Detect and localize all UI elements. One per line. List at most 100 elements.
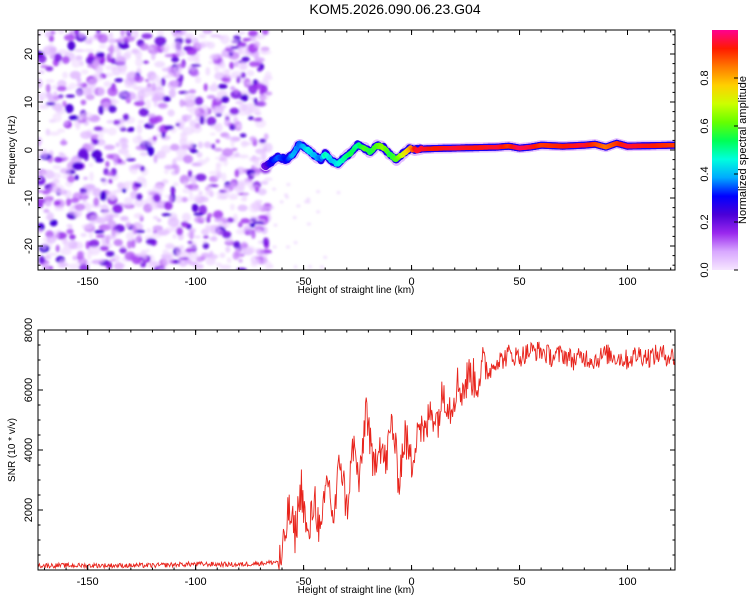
noise-blob xyxy=(52,164,62,170)
noise-blob xyxy=(186,102,194,112)
noise-blob xyxy=(69,234,76,240)
spectrogram-frame xyxy=(37,29,676,271)
noise-blob xyxy=(264,71,272,79)
noise-blob xyxy=(261,30,269,36)
noise-blob xyxy=(249,222,256,228)
noise-blob xyxy=(107,220,117,229)
noise-blob xyxy=(180,30,187,36)
noise-blob xyxy=(170,143,180,151)
colorbar-tick-label: 0.4 xyxy=(699,166,711,181)
noise-blob xyxy=(50,172,62,179)
noise-blob xyxy=(241,56,250,62)
noise-blob xyxy=(152,135,157,141)
noise-blob xyxy=(74,174,79,181)
noise-blob xyxy=(164,164,175,170)
noise-blob xyxy=(182,181,189,185)
noise-blob xyxy=(198,33,207,39)
noise-blob xyxy=(188,94,195,99)
noise-blob xyxy=(180,221,189,228)
noise-blob xyxy=(172,234,177,239)
noise-speck xyxy=(272,245,277,249)
noise-blob xyxy=(214,122,223,133)
noise-speck xyxy=(286,182,291,187)
snr-xtick-label: 100 xyxy=(618,576,636,588)
spectrogram-ylabel: Frequency (Hz) xyxy=(7,116,18,185)
noise-blob xyxy=(120,143,129,149)
noise-blob xyxy=(193,212,204,216)
noise-blob xyxy=(221,172,227,182)
noise-blob xyxy=(193,263,204,269)
noise-blob xyxy=(157,30,164,37)
noise-blob xyxy=(220,34,230,45)
noise-blob xyxy=(38,189,45,193)
noise-speck xyxy=(279,200,284,204)
spectrogram-ytick-label: 10 xyxy=(23,96,35,108)
noise-blob xyxy=(154,115,163,123)
noise-blob xyxy=(105,234,117,240)
noise-blob xyxy=(38,228,44,233)
noise-blob xyxy=(188,89,197,94)
noise-blob xyxy=(206,216,211,224)
noise-blob xyxy=(204,30,210,33)
noise-blob xyxy=(145,238,156,245)
noise-blob xyxy=(88,239,100,248)
noise-blob xyxy=(187,140,195,148)
snr-xtick-label: -100 xyxy=(185,576,207,588)
noise-blob xyxy=(81,223,93,230)
noise-blob xyxy=(232,213,238,224)
noise-blob xyxy=(145,79,149,82)
colorbar-tick-label: 0.0 xyxy=(699,262,711,277)
noise-blob xyxy=(195,42,207,49)
noise-blob xyxy=(38,104,50,110)
noise-blob xyxy=(95,157,104,163)
noise-blob xyxy=(135,57,143,67)
noise-blob xyxy=(234,169,240,178)
noise-blob xyxy=(254,199,263,204)
noise-blob xyxy=(225,69,230,78)
noise-blob xyxy=(109,258,116,262)
noise-blob xyxy=(156,218,162,223)
noise-blob xyxy=(252,83,265,90)
noise-blob xyxy=(240,196,247,202)
noise-blob xyxy=(45,187,53,193)
noise-speck xyxy=(269,264,274,268)
noise-blob xyxy=(85,56,95,65)
noise-blob xyxy=(256,249,265,256)
noise-blob xyxy=(253,41,260,49)
noise-blob xyxy=(142,60,149,64)
noise-blob xyxy=(210,224,215,234)
noise-blob xyxy=(89,171,94,182)
noise-blob xyxy=(68,263,80,270)
noise-blob xyxy=(230,38,239,45)
noise-blob xyxy=(77,150,89,159)
noise-blob xyxy=(185,33,194,40)
noise-blob xyxy=(256,101,267,107)
noise-blob xyxy=(206,94,216,100)
noise-blob xyxy=(48,131,61,136)
noise-blob xyxy=(57,79,67,89)
noise-blob xyxy=(114,78,124,83)
noise-speck xyxy=(316,190,321,194)
noise-blob xyxy=(219,264,232,270)
noise-blob xyxy=(70,197,80,204)
noise-blob xyxy=(52,112,62,123)
noise-blob xyxy=(236,31,246,35)
noise-blob xyxy=(53,102,63,113)
noise-blob xyxy=(168,88,176,99)
noise-blob xyxy=(136,193,143,201)
noise-blob xyxy=(137,233,142,240)
noise-blob xyxy=(248,30,258,37)
noise-blob xyxy=(205,67,211,76)
noise-blob xyxy=(162,249,169,255)
noise-blob xyxy=(45,79,55,83)
noise-blob xyxy=(175,50,186,57)
noise-speck xyxy=(272,187,277,191)
noise-blob xyxy=(152,225,163,232)
noise-blob xyxy=(230,90,242,99)
noise-blob xyxy=(233,241,241,249)
noise-blob xyxy=(249,136,257,142)
noise-blob xyxy=(105,72,114,78)
noise-blob xyxy=(85,202,92,213)
noise-blob xyxy=(123,196,133,207)
noise-blob xyxy=(46,235,57,244)
